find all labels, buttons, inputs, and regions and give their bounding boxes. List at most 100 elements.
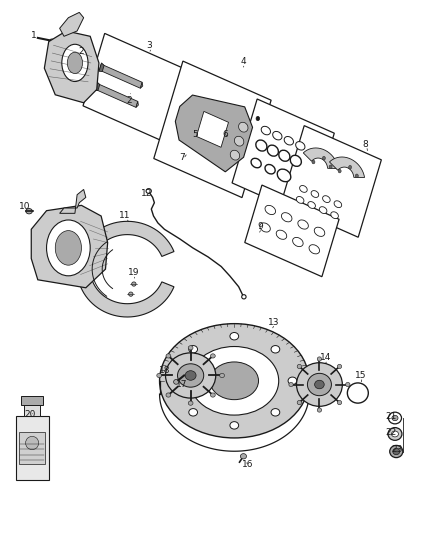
- Bar: [16, 416, 49, 480]
- Ellipse shape: [317, 357, 321, 361]
- Ellipse shape: [317, 408, 321, 412]
- Polygon shape: [31, 205, 108, 288]
- Ellipse shape: [210, 354, 215, 358]
- Ellipse shape: [296, 142, 305, 150]
- Ellipse shape: [309, 245, 320, 254]
- Ellipse shape: [282, 213, 292, 222]
- Ellipse shape: [314, 227, 325, 237]
- Text: 2: 2: [79, 47, 84, 55]
- Text: 9: 9: [258, 222, 263, 231]
- Ellipse shape: [234, 136, 244, 146]
- Ellipse shape: [55, 231, 81, 265]
- Text: 3: 3: [146, 42, 152, 51]
- Ellipse shape: [240, 454, 247, 459]
- Ellipse shape: [230, 150, 240, 160]
- Ellipse shape: [355, 174, 358, 177]
- Text: 18: 18: [159, 366, 170, 375]
- Ellipse shape: [185, 370, 196, 380]
- Ellipse shape: [260, 223, 270, 232]
- Ellipse shape: [159, 324, 309, 438]
- Polygon shape: [95, 82, 100, 91]
- Bar: [21, 396, 43, 405]
- Text: 14: 14: [320, 353, 332, 362]
- Ellipse shape: [210, 362, 258, 400]
- Ellipse shape: [146, 189, 151, 193]
- Text: 6: 6: [223, 130, 229, 139]
- Text: 4: 4: [240, 58, 246, 66]
- Ellipse shape: [166, 353, 216, 398]
- Text: 17: 17: [176, 380, 187, 389]
- Ellipse shape: [256, 116, 260, 120]
- Ellipse shape: [349, 165, 352, 169]
- Ellipse shape: [331, 212, 339, 219]
- Ellipse shape: [190, 346, 279, 415]
- Ellipse shape: [26, 208, 32, 214]
- Ellipse shape: [288, 377, 297, 384]
- Ellipse shape: [297, 363, 343, 406]
- Polygon shape: [95, 83, 138, 108]
- Text: 16: 16: [242, 460, 253, 469]
- Ellipse shape: [251, 158, 261, 168]
- Ellipse shape: [289, 382, 293, 386]
- Ellipse shape: [239, 122, 248, 132]
- Ellipse shape: [157, 373, 162, 377]
- Ellipse shape: [261, 126, 271, 135]
- Polygon shape: [329, 157, 364, 177]
- Ellipse shape: [290, 155, 301, 166]
- Polygon shape: [154, 61, 271, 198]
- Ellipse shape: [188, 346, 193, 350]
- Ellipse shape: [279, 150, 290, 161]
- Ellipse shape: [271, 409, 280, 416]
- Ellipse shape: [389, 412, 402, 424]
- Polygon shape: [303, 148, 339, 168]
- Ellipse shape: [273, 132, 282, 140]
- Polygon shape: [136, 101, 138, 108]
- Ellipse shape: [314, 380, 324, 389]
- Ellipse shape: [49, 39, 54, 43]
- Polygon shape: [60, 189, 86, 213]
- Ellipse shape: [392, 415, 398, 421]
- Text: 23: 23: [392, 446, 403, 455]
- Polygon shape: [141, 82, 143, 88]
- Ellipse shape: [46, 220, 90, 276]
- Ellipse shape: [312, 160, 315, 164]
- Ellipse shape: [265, 205, 276, 215]
- Ellipse shape: [322, 156, 325, 160]
- Polygon shape: [99, 64, 142, 88]
- Ellipse shape: [276, 230, 287, 239]
- Ellipse shape: [189, 345, 198, 353]
- Ellipse shape: [319, 207, 327, 214]
- Ellipse shape: [129, 292, 133, 296]
- Ellipse shape: [388, 427, 402, 440]
- Ellipse shape: [173, 379, 179, 384]
- Ellipse shape: [166, 354, 171, 358]
- Ellipse shape: [311, 191, 319, 197]
- Ellipse shape: [210, 393, 215, 397]
- Ellipse shape: [177, 364, 204, 387]
- Ellipse shape: [297, 400, 301, 405]
- Text: 2: 2: [127, 96, 132, 105]
- Ellipse shape: [242, 295, 246, 299]
- Text: 12: 12: [141, 189, 153, 198]
- Ellipse shape: [230, 422, 239, 429]
- Text: 20: 20: [25, 410, 36, 419]
- Ellipse shape: [346, 382, 350, 386]
- Text: 21: 21: [386, 412, 397, 421]
- Ellipse shape: [307, 373, 332, 395]
- Ellipse shape: [25, 437, 39, 450]
- Text: 15: 15: [355, 371, 367, 380]
- Ellipse shape: [230, 333, 239, 340]
- Polygon shape: [99, 63, 104, 71]
- Text: 11: 11: [120, 212, 131, 221]
- Ellipse shape: [189, 409, 198, 416]
- Ellipse shape: [265, 165, 275, 174]
- Ellipse shape: [300, 185, 307, 192]
- Ellipse shape: [323, 196, 330, 203]
- Bar: [24, 405, 40, 416]
- Polygon shape: [44, 31, 99, 103]
- Text: 10: 10: [19, 203, 31, 212]
- Text: 22: 22: [386, 428, 397, 437]
- Ellipse shape: [293, 237, 303, 247]
- Text: 1: 1: [31, 31, 36, 40]
- Text: 8: 8: [362, 140, 368, 149]
